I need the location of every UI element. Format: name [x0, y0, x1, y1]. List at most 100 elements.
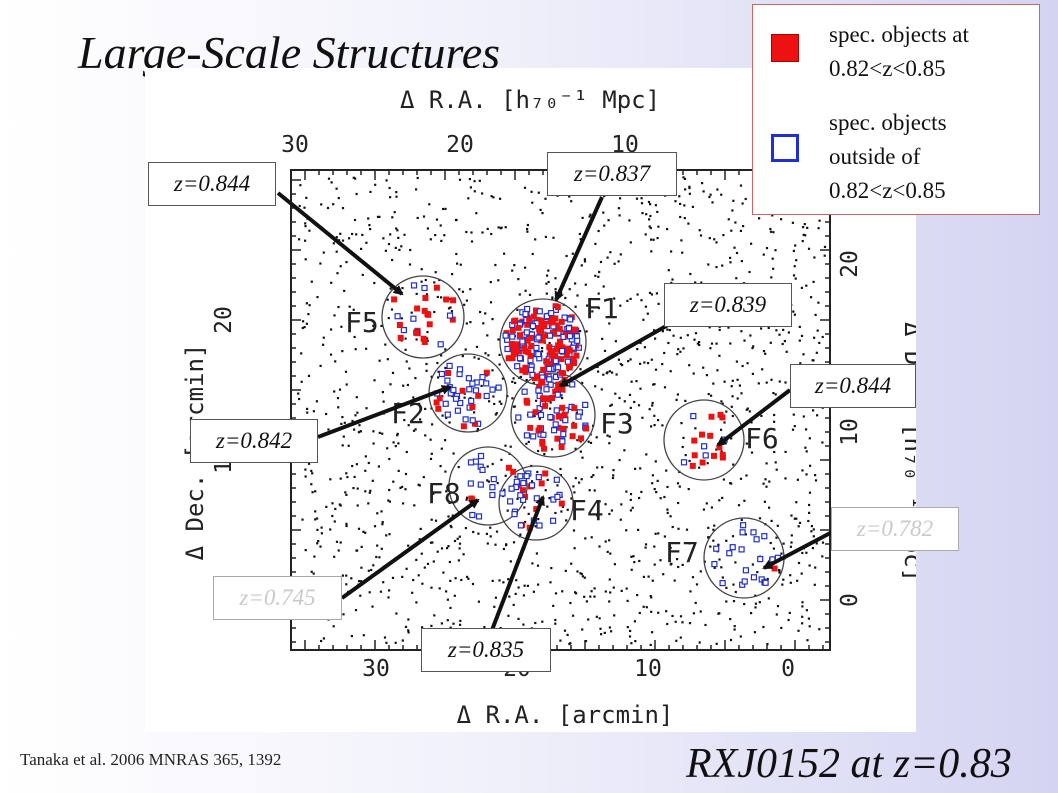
photometric-dot [674, 620, 677, 623]
photometric-dot [665, 469, 668, 472]
photometric-dot [358, 424, 361, 427]
spec-object-in-range [449, 316, 456, 323]
legend-in-range-text: spec. objects at 0.82<z<0.85 [829, 22, 969, 81]
photometric-dot [400, 317, 403, 320]
spec-object-in-range [512, 344, 519, 350]
photometric-dot [351, 232, 354, 236]
spec-object-out-of-range [472, 387, 480, 394]
photometric-dot [603, 195, 606, 198]
spec-object-in-range [421, 307, 428, 314]
spec-object-out-of-range [554, 364, 562, 371]
photometric-dot [407, 618, 410, 621]
photometric-dot [797, 629, 800, 632]
photometric-dot [372, 442, 375, 445]
photometric-dot [545, 292, 548, 295]
photometric-dot [736, 378, 739, 381]
photometric-dot [640, 490, 643, 493]
photometric-dot [354, 414, 357, 417]
photometric-dot [539, 208, 542, 211]
photometric-dot [469, 288, 472, 291]
spec-object-out-of-range [456, 366, 464, 373]
photometric-dot [373, 525, 377, 528]
photometric-dot [654, 460, 657, 463]
photometric-dot [650, 358, 653, 361]
photometric-dot [332, 203, 335, 206]
photometric-dot [772, 547, 775, 550]
photometric-dot [756, 571, 759, 574]
photometric-dot [382, 400, 385, 403]
top-tick-label: 30 [281, 132, 309, 158]
photometric-dot [655, 292, 658, 295]
photometric-dot [772, 267, 775, 270]
photometric-dot [626, 299, 629, 302]
photometric-dot [812, 535, 815, 538]
photometric-dot [357, 431, 360, 434]
photometric-dot [691, 576, 695, 579]
photometric-dot [552, 604, 555, 607]
spec-object-out-of-range [546, 332, 554, 339]
spec-object-in-range [571, 405, 578, 412]
photometric-dot [652, 238, 655, 241]
spec-object-in-range [422, 295, 429, 301]
spec-object-in-range [771, 565, 778, 572]
photometric-dot [315, 400, 318, 403]
spec-object-out-of-range [410, 315, 417, 322]
photometric-dot [686, 334, 689, 337]
photometric-dot [732, 583, 735, 586]
photometric-dot [519, 533, 522, 536]
photometric-dot [362, 634, 365, 637]
photometric-dot [311, 491, 314, 494]
photometric-dot [638, 559, 641, 563]
photometric-dot [339, 265, 342, 268]
photometric-dot [619, 304, 622, 307]
photometric-dot [373, 379, 376, 382]
photometric-dot [517, 278, 520, 281]
photometric-dot [740, 330, 743, 333]
photometric-dot [713, 524, 716, 527]
photometric-dot [597, 307, 600, 310]
photometric-dot [509, 560, 512, 563]
spec-object-out-of-range [490, 476, 497, 483]
photometric-dot [758, 517, 762, 520]
spec-object-in-range [426, 321, 433, 328]
spec-object-in-range [450, 297, 457, 304]
photometric-dot [629, 498, 632, 501]
spec-object-in-range [521, 344, 528, 351]
photometric-dot [810, 530, 813, 533]
photometric-dot [638, 611, 641, 615]
photometric-dot [610, 403, 613, 406]
photometric-dot [687, 488, 690, 491]
photometric-dot [442, 571, 445, 574]
photometric-dot [345, 493, 348, 496]
photometric-dot [609, 404, 612, 407]
photometric-dot [485, 532, 488, 535]
photometric-dot [811, 547, 814, 550]
photometric-dot [716, 188, 719, 191]
photometric-dot [698, 229, 701, 232]
spec-object-out-of-range [700, 443, 708, 450]
photometric-dot [765, 247, 769, 250]
photometric-dot [663, 495, 666, 499]
photometric-dot [743, 499, 746, 502]
field-circle-f8 [448, 446, 528, 526]
photometric-dot [807, 617, 810, 620]
photometric-dot [340, 422, 343, 425]
photometric-dot [712, 382, 715, 385]
photometric-dot [527, 512, 530, 515]
photometric-dot [814, 479, 818, 482]
photometric-dot [461, 290, 464, 293]
photometric-dot [647, 575, 650, 578]
photometric-dot [707, 526, 710, 529]
photometric-dot [473, 411, 476, 414]
photometric-dot [791, 428, 795, 431]
photometric-dot [379, 590, 382, 593]
photometric-dot [610, 630, 613, 633]
photometric-dot [445, 490, 448, 493]
photometric-dot [310, 469, 313, 472]
photometric-dot [581, 575, 584, 578]
photometric-dot [608, 600, 611, 603]
photometric-dot [511, 397, 514, 400]
photometric-dot [581, 456, 584, 459]
photometric-dot [451, 514, 454, 517]
photometric-dot [421, 582, 424, 585]
